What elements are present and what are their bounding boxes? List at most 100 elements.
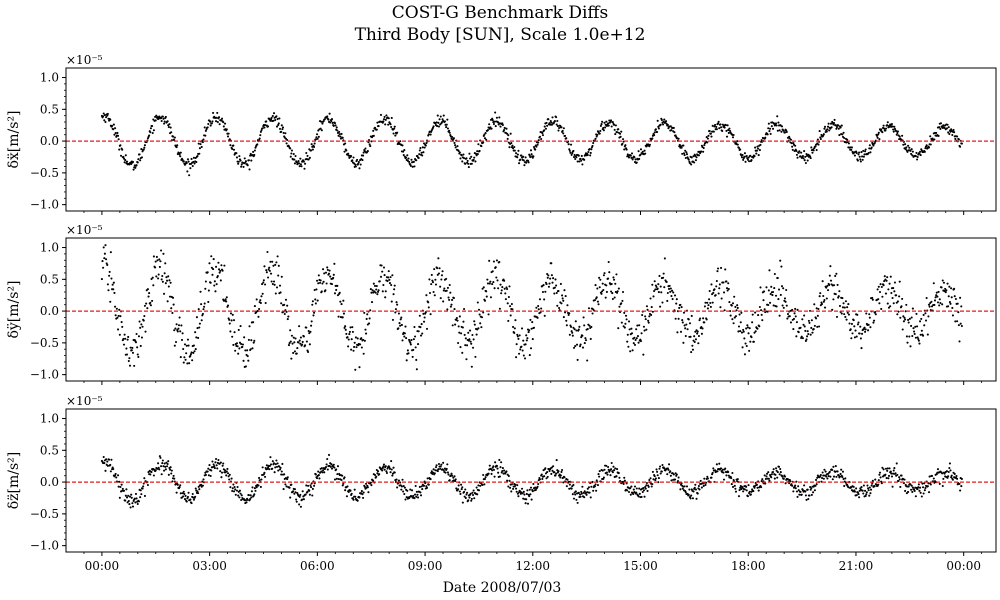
panel-z-point bbox=[109, 470, 112, 473]
panel-y-point bbox=[174, 327, 177, 330]
panel-z-point bbox=[493, 475, 496, 478]
panel-x-point bbox=[424, 144, 427, 147]
panel-z-point bbox=[461, 486, 464, 489]
panel-z-point bbox=[238, 489, 242, 492]
panel-z-point bbox=[119, 485, 122, 489]
panel-z-point bbox=[815, 478, 818, 482]
panel-x-point bbox=[364, 147, 367, 150]
panel-y-point bbox=[842, 302, 845, 305]
panel-y-point bbox=[485, 290, 488, 293]
panel-x-point bbox=[499, 125, 502, 128]
panel-y-point bbox=[182, 361, 185, 364]
panel-z-point bbox=[278, 468, 282, 471]
panel-y-point bbox=[473, 320, 476, 323]
panel-z-point bbox=[131, 502, 134, 505]
panel-y-point bbox=[872, 321, 875, 324]
panel-y-point bbox=[228, 322, 231, 325]
panel-y-point bbox=[366, 313, 369, 316]
panel-y-point bbox=[377, 289, 380, 292]
panel-y-point bbox=[128, 364, 132, 367]
panel-y-point bbox=[520, 345, 523, 348]
panel-x-point bbox=[299, 163, 302, 166]
panel-z-point bbox=[572, 483, 575, 487]
panel-y-point bbox=[669, 290, 672, 293]
panel-z-point bbox=[211, 460, 214, 463]
panel-y-point bbox=[143, 304, 146, 307]
panel-x-point bbox=[747, 156, 750, 159]
panel-y-point bbox=[912, 327, 915, 330]
panel-z-point bbox=[455, 487, 458, 490]
panel-y-point bbox=[738, 313, 741, 316]
panel-x-point bbox=[614, 133, 617, 136]
panel-z-point bbox=[515, 487, 518, 490]
panel-z-point bbox=[506, 479, 509, 482]
panel-z-point bbox=[453, 475, 456, 478]
panel-z-point bbox=[192, 498, 195, 501]
panel-y-point bbox=[711, 293, 714, 296]
panel-x-point bbox=[778, 129, 781, 132]
panel-y-point bbox=[948, 301, 951, 304]
panel-z-point bbox=[903, 478, 906, 481]
panel-x-point bbox=[210, 122, 213, 125]
panel-y-point bbox=[561, 297, 564, 300]
panel-z-point bbox=[289, 496, 292, 499]
panel-y-point bbox=[758, 325, 761, 328]
panel-z-point bbox=[233, 485, 236, 489]
panel-z-point bbox=[582, 491, 585, 494]
panel-z-point bbox=[130, 496, 133, 499]
panel-y-point bbox=[949, 302, 952, 305]
panel-z-point bbox=[605, 471, 608, 474]
panel-x-point bbox=[904, 143, 907, 146]
panel-y-point bbox=[626, 340, 629, 343]
panel-y-point bbox=[630, 327, 633, 330]
panel-y-point bbox=[659, 305, 662, 308]
panel-x-point bbox=[331, 121, 334, 125]
panel-y-ytick-label: −0.5 bbox=[30, 336, 59, 350]
panel-x-point bbox=[916, 155, 919, 159]
panel-y-point bbox=[344, 328, 347, 331]
panel-z-point bbox=[914, 495, 917, 498]
panel-y-point bbox=[696, 330, 699, 333]
panel-x-point bbox=[303, 167, 306, 170]
panel-x-point bbox=[673, 131, 676, 134]
panel-y-point bbox=[492, 260, 496, 263]
panel-z-point bbox=[893, 467, 896, 470]
panel-z-point bbox=[642, 489, 645, 492]
panel-y-point bbox=[198, 322, 201, 325]
panel-x-point bbox=[777, 121, 780, 124]
panel-z-point bbox=[731, 471, 734, 475]
panel-x-point bbox=[690, 156, 693, 159]
panel-x-point bbox=[244, 160, 247, 163]
panel-x-point bbox=[924, 147, 927, 150]
panel-y-point bbox=[112, 281, 115, 284]
panel-y-point bbox=[289, 329, 292, 332]
panel-z-point bbox=[325, 463, 328, 466]
panel-z-point bbox=[214, 461, 217, 464]
panel-x-point bbox=[748, 160, 751, 163]
panel-y-point bbox=[760, 313, 763, 316]
panel-z-point bbox=[231, 487, 234, 490]
panel-z-point bbox=[585, 493, 588, 496]
panel-y-point bbox=[761, 319, 764, 322]
panel-z-point bbox=[425, 486, 429, 489]
panel-z-point bbox=[699, 479, 702, 482]
panel-z-point bbox=[220, 471, 224, 474]
panel-z-point bbox=[469, 492, 472, 495]
panel-z-point bbox=[855, 487, 858, 490]
panel-z-point bbox=[898, 476, 901, 479]
panel-x-point bbox=[727, 131, 730, 135]
panel-z-point bbox=[941, 485, 944, 488]
panel-x-point bbox=[561, 129, 564, 132]
panel-z-point bbox=[168, 468, 172, 471]
panel-y-point bbox=[515, 343, 518, 346]
panel-y-point bbox=[662, 272, 665, 275]
panel-y-point bbox=[575, 329, 578, 332]
panel-y-point bbox=[403, 335, 406, 338]
panel-z-point bbox=[381, 469, 384, 472]
panel-y-point bbox=[203, 302, 206, 305]
panel-y-point bbox=[280, 302, 283, 305]
panel-z-point bbox=[546, 475, 549, 478]
panel-x-point bbox=[112, 128, 115, 131]
panel-x-point bbox=[860, 151, 863, 154]
panel-z-point bbox=[703, 477, 706, 480]
